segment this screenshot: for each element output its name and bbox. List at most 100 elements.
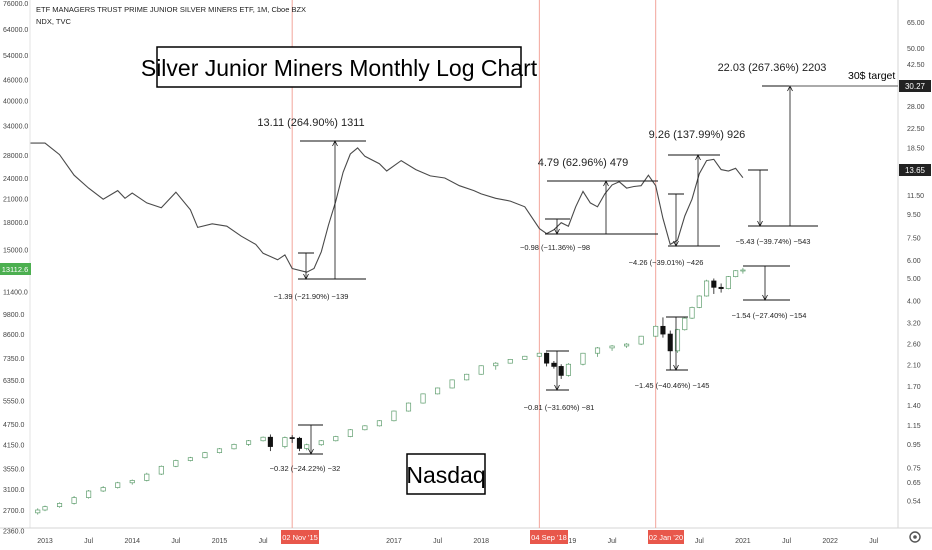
- measure-label: 13.11 (264.90%) 1311: [257, 117, 364, 129]
- right-axis-tick: 22.50: [907, 126, 925, 133]
- candle: [544, 352, 550, 367]
- candle: [551, 361, 557, 369]
- right-axis-tick: 1.40: [907, 403, 921, 410]
- left-axis-tick: 54000.0: [3, 53, 28, 60]
- measure-0-1: −1.39 (−21.90%) −139: [274, 252, 348, 301]
- silver-price-line: [30, 142, 744, 273]
- candle: [674, 328, 681, 353]
- silver-price-badge: [899, 164, 931, 176]
- nasdaq-label-box: [406, 453, 486, 495]
- left-axis-tick: 9800.0: [3, 312, 25, 319]
- target-label: 30$ target: [848, 70, 895, 82]
- candle: [536, 352, 542, 357]
- candle: [725, 276, 731, 290]
- candle: [435, 387, 441, 395]
- measure-0-5: −4.26 (−39.01%) −426: [629, 193, 704, 267]
- x-axis-tick: Jul: [782, 538, 791, 545]
- settings-gear-icon[interactable]: [909, 531, 921, 543]
- candle: [202, 451, 208, 459]
- measure-label: −1.45 (−40.46%) −145: [635, 381, 710, 390]
- left-axis-tick: 64000.0: [3, 27, 28, 34]
- symbol-subtitle: NDX, TVC: [36, 17, 71, 26]
- candle: [638, 335, 644, 346]
- silver-line-series: [30, 142, 744, 273]
- candle: [565, 363, 571, 377]
- candle: [100, 486, 106, 492]
- nasdaq-price-text: 13112.6: [2, 265, 29, 274]
- x-axis-tick: Jul: [84, 538, 93, 545]
- right-axis-tick: 2.60: [907, 341, 921, 348]
- left-axis-tick: 2360.0: [3, 528, 25, 535]
- left-axis-tick: 11400.0: [3, 289, 28, 296]
- chart-title-box: [156, 46, 522, 88]
- measure-annotations: 13.11 (264.90%) 1311 −1.39 (−21.90%) −139…: [257, 62, 826, 473]
- right-axis-tick: 1.15: [907, 423, 921, 430]
- x-axis-tick: 2019: [561, 538, 577, 545]
- candle: [682, 317, 688, 331]
- measure-0-6: 22.03 (267.36%) 2203: [718, 62, 826, 227]
- right-axis-tick: 0.54: [907, 498, 921, 505]
- x-axis-tick: 2021: [735, 538, 751, 545]
- right-axis-tick: 50.00: [907, 46, 925, 53]
- candle: [624, 343, 630, 348]
- right-axis-tick: 6.00: [907, 258, 921, 265]
- candle: [704, 279, 710, 297]
- right-axis-tick: 2.10: [907, 363, 921, 370]
- measure-label: −4.26 (−39.01%) −426: [629, 258, 704, 267]
- x-axis-tick: 2022: [822, 538, 838, 545]
- left-axis-tick: 46000.0: [3, 77, 28, 84]
- right-axis-tick: 42.50: [907, 62, 925, 69]
- x-axis-tick: 2015: [212, 538, 228, 545]
- candle: [594, 346, 601, 357]
- candle: [653, 325, 659, 337]
- candle: [231, 443, 237, 450]
- left-axis-tick: 76000.0: [3, 1, 28, 8]
- candle: [580, 352, 586, 366]
- candle: [689, 306, 695, 319]
- event-tag-3[interactable]: 02 Jan '20: [648, 530, 684, 544]
- right-axis-tick: 65.00: [907, 20, 925, 27]
- candle: [558, 364, 564, 379]
- left-axis-tick: 6350.0: [3, 378, 25, 385]
- left-axis-tick: 8600.0: [3, 332, 25, 339]
- candle: [158, 465, 164, 475]
- candle: [660, 317, 666, 338]
- left-axis-tick: 34000.0: [3, 123, 28, 130]
- right-axis-tick: 9.50: [907, 212, 921, 219]
- candle: [376, 420, 382, 427]
- candle: [362, 425, 368, 431]
- measure-1-2: −1.45 (−40.46%) −145: [635, 316, 710, 390]
- measure-label: −0.81 (−31.60%) −81: [524, 403, 595, 412]
- event-tag-2[interactable]: 04 Sep '18: [530, 530, 568, 544]
- nasdaq-label: Nasdaq: [406, 462, 485, 488]
- candle: [667, 330, 673, 370]
- target-price-text: 30.27: [905, 82, 926, 91]
- measure-label: 9.26 (137.99%) 926: [649, 129, 746, 141]
- event-tag-3-text: 02 Jan '20: [649, 533, 683, 542]
- left-axis-tick: 5550.0: [3, 399, 25, 406]
- candle: [260, 436, 266, 442]
- candle: [56, 502, 63, 508]
- candle: [296, 436, 303, 452]
- left-axis-ticks: 76000.0 64000.0 54000.0 46000.0 40000.0 34000…: [3, 1, 28, 535]
- left-axis-tick: 40000.0: [3, 99, 28, 106]
- right-axis-tick: 7.50: [907, 236, 921, 243]
- right-axis-tick: 11.50: [907, 193, 924, 200]
- left-axis-tick: 4150.0: [3, 443, 25, 450]
- left-axis-tick: 15000.0: [3, 248, 28, 255]
- left-axis-tick: 28000.0: [3, 153, 28, 160]
- measure-label: 4.79 (62.96%) 479: [538, 157, 629, 169]
- candle: [267, 434, 273, 452]
- measure-label: −0.98 (−11.36%) −98: [520, 243, 590, 252]
- candle: [464, 373, 470, 381]
- candle: [718, 283, 724, 293]
- left-axis-tick: 3550.0: [3, 466, 25, 473]
- measure-0-7: −5.43 (−39.74%) −543: [736, 169, 810, 246]
- candle: [35, 508, 41, 515]
- candle: [333, 435, 339, 442]
- measure-label: −1.54 (−27.40%) −154: [732, 311, 807, 320]
- event-tag-1[interactable]: 02 Nov '15: [281, 530, 319, 544]
- candle: [609, 345, 615, 351]
- candle: [129, 479, 135, 485]
